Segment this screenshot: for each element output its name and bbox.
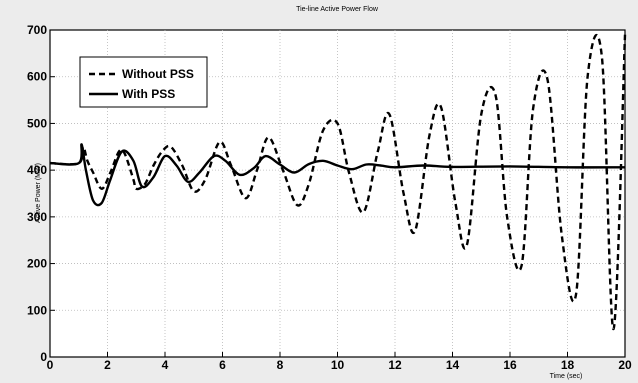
x-axis-ticks: 0 2 4 6 8 10 12 14 16 18 20 bbox=[47, 352, 632, 372]
chart-title: Tie-line Active Power Flow bbox=[296, 6, 379, 13]
x-tick-label: 10 bbox=[331, 358, 345, 372]
legend: Without PSS With PSS bbox=[79, 56, 208, 108]
y-tick-label: 600 bbox=[27, 70, 47, 84]
series-line-with-pss bbox=[49, 143, 626, 207]
plot-lines bbox=[49, 33, 627, 331]
y-tick-label: 700 bbox=[27, 23, 47, 37]
legend-label: With PSS bbox=[122, 87, 175, 101]
y-tick-label: 400 bbox=[27, 163, 47, 177]
x-tick-label: 14 bbox=[446, 358, 460, 372]
y-axis-ticks: 0 100 200 300 400 500 600 700 bbox=[27, 23, 55, 364]
y-tick-label: 500 bbox=[27, 116, 47, 130]
y-tick-label: 0 bbox=[40, 350, 47, 364]
x-tick-label: 8 bbox=[277, 358, 284, 372]
x-tick-label: 20 bbox=[618, 358, 632, 372]
y-tick-label: 100 bbox=[27, 303, 47, 317]
y-tick-label: 200 bbox=[27, 257, 47, 271]
x-tick-label: 4 bbox=[162, 358, 169, 372]
x-axis-label: Time (sec) bbox=[550, 373, 583, 380]
legend-label: Without PSS bbox=[122, 67, 194, 81]
series-line-without-pss bbox=[49, 33, 627, 331]
x-tick-label: 18 bbox=[561, 358, 575, 372]
x-tick-label: 0 bbox=[47, 358, 54, 372]
x-tick-label: 16 bbox=[503, 358, 517, 372]
y-axis-label: Active Power (MW) bbox=[35, 163, 42, 223]
legend-box bbox=[79, 56, 208, 108]
y-tick-label: 300 bbox=[27, 210, 47, 224]
x-tick-label: 12 bbox=[388, 358, 402, 372]
x-tick-label: 2 bbox=[104, 358, 111, 372]
x-tick-label: 6 bbox=[219, 358, 226, 372]
